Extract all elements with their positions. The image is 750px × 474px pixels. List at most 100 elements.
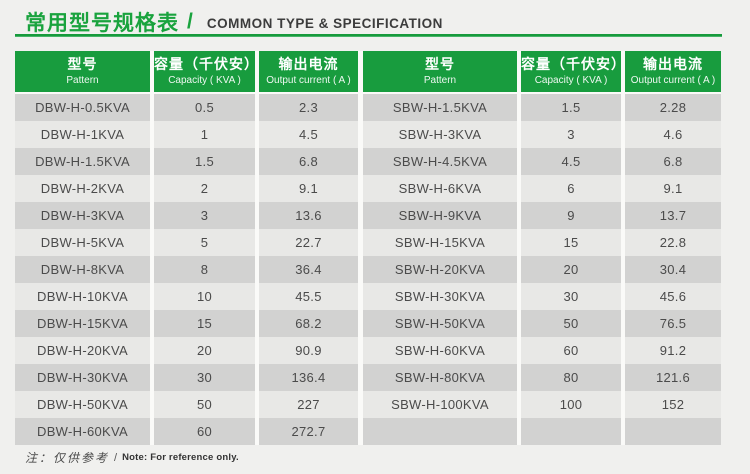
output-cell: 4.6 — [625, 121, 721, 148]
output-cell: 22.8 — [625, 229, 721, 256]
table-row — [363, 418, 721, 445]
capacity-cell: 8 — [154, 256, 255, 283]
output-cell: 6.8 — [259, 148, 358, 175]
capacity-cell: 30 — [154, 364, 255, 391]
header-capacity-zh: 容量（千伏安） — [154, 56, 259, 72]
header-pattern-zh: 型号 — [67, 56, 98, 72]
output-cell — [625, 418, 721, 445]
table-row: DBW-H-15KVA 15 68.2 — [15, 310, 358, 337]
output-cell: 45.6 — [625, 283, 721, 310]
capacity-cell: 20 — [521, 256, 621, 283]
pattern-cell: DBW-H-3KVA — [15, 202, 150, 229]
pattern-cell: SBW-H-20KVA — [363, 256, 517, 283]
pattern-cell: SBW-H-9KVA — [363, 202, 517, 229]
capacity-cell: 15 — [521, 229, 621, 256]
table-row: DBW-H-1.5KVA 1.5 6.8 — [15, 148, 358, 175]
page-title-english: COMMON TYPE & SPECIFICATION — [206, 16, 443, 31]
output-cell: 90.9 — [259, 337, 358, 364]
pattern-cell: DBW-H-8KVA — [15, 256, 150, 283]
header-capacity-en: Capacity ( KVA ) — [534, 74, 608, 86]
pattern-cell: DBW-H-0.5KVA — [15, 94, 150, 121]
page-title-chinese: 常用型号规格表 — [25, 12, 179, 35]
capacity-cell: 2 — [154, 175, 255, 202]
table-row: SBW-H-80KVA 80 121.6 — [363, 364, 721, 391]
table-row: SBW-H-6KVA 6 9.1 — [363, 175, 721, 202]
table-row: DBW-H-5KVA 5 22.7 — [15, 229, 358, 256]
pattern-cell: SBW-H-30KVA — [363, 283, 517, 310]
pattern-cell: DBW-H-1KVA — [15, 121, 150, 148]
table-row: SBW-H-20KVA 20 30.4 — [363, 256, 721, 283]
capacity-cell: 3 — [521, 121, 621, 148]
pattern-cell: SBW-H-4.5KVA — [363, 148, 517, 175]
table-row: SBW-H-100KVA 100 152 — [363, 391, 721, 418]
table-row: DBW-H-60KVA 60 272.7 — [15, 418, 358, 445]
page-title: 常用型号规格表 / COMMON TYPE & SPECIFICATION — [25, 7, 725, 37]
pattern-cell: SBW-H-50KVA — [363, 310, 517, 337]
output-cell: 9.1 — [259, 175, 358, 202]
output-cell: 36.4 — [259, 256, 358, 283]
output-cell: 272.7 — [259, 418, 358, 445]
output-cell: 22.7 — [259, 229, 358, 256]
header-output-zh: 输出电流 — [278, 56, 339, 72]
pattern-cell: DBW-H-15KVA — [15, 310, 150, 337]
pattern-cell: SBW-H-80KVA — [363, 364, 517, 391]
capacity-cell: 100 — [521, 391, 621, 418]
table-row: SBW-H-60KVA 60 91.2 — [363, 337, 721, 364]
footer-note-chinese: 注：仅供参考 — [25, 451, 110, 465]
output-cell: 9.1 — [625, 175, 721, 202]
output-cell: 2.28 — [625, 94, 721, 121]
output-cell: 68.2 — [259, 310, 358, 337]
capacity-cell: 1.5 — [521, 94, 621, 121]
capacity-cell: 60 — [154, 418, 255, 445]
table-row: SBW-H-9KVA 9 13.7 — [363, 202, 721, 229]
header-pattern-zh: 型号 — [425, 56, 455, 72]
table-row: SBW-H-4.5KVA 4.5 6.8 — [363, 148, 721, 175]
table-row: DBW-H-3KVA 3 13.6 — [15, 202, 358, 229]
table-row: DBW-H-0.5KVA 0.5 2.3 — [15, 94, 358, 121]
table-row: SBW-H-1.5KVA 1.5 2.28 — [363, 94, 721, 121]
title-slash-divider: / — [187, 10, 193, 33]
pattern-cell: DBW-H-5KVA — [15, 229, 150, 256]
header-output-zh: 输出电流 — [643, 56, 703, 72]
capacity-cell: 1.5 — [154, 148, 255, 175]
capacity-cell: 80 — [521, 364, 621, 391]
table-header-right: 型号 Pattern 容量（千伏安） Capacity ( KVA ) 输出电流… — [363, 51, 721, 92]
title-divider-line — [15, 34, 722, 37]
capacity-cell: 3 — [154, 202, 255, 229]
capacity-cell: 15 — [154, 310, 255, 337]
capacity-cell: 10 — [154, 283, 255, 310]
footer-note-english: Note: For reference only. — [122, 452, 239, 463]
output-cell: 6.8 — [625, 148, 721, 175]
header-output: 输出电流 Output current ( A ) — [625, 51, 721, 92]
capacity-cell: 4.5 — [521, 148, 621, 175]
capacity-cell: 20 — [154, 337, 255, 364]
pattern-cell — [363, 418, 517, 445]
capacity-cell: 6 — [521, 175, 621, 202]
output-cell: 4.5 — [259, 121, 358, 148]
header-capacity: 容量（千伏安） Capacity ( KVA ) — [521, 51, 626, 92]
output-cell: 91.2 — [625, 337, 721, 364]
output-cell: 30.4 — [625, 256, 721, 283]
header-capacity-zh: 容量（千伏安） — [521, 56, 626, 72]
output-cell: 2.3 — [259, 94, 358, 121]
header-capacity-en: Capacity ( KVA ) — [168, 74, 241, 86]
table-row: DBW-H-8KVA 8 36.4 — [15, 256, 358, 283]
table-header-left: 型号 Pattern 容量（千伏安） Capacity ( KVA ) 输出电流… — [15, 51, 358, 92]
pattern-cell: DBW-H-2KVA — [15, 175, 150, 202]
pattern-cell: SBW-H-1.5KVA — [363, 94, 517, 121]
capacity-cell: 30 — [521, 283, 621, 310]
output-cell: 121.6 — [625, 364, 721, 391]
output-cell: 76.5 — [625, 310, 721, 337]
pattern-cell: DBW-H-20KVA — [15, 337, 150, 364]
output-cell: 136.4 — [259, 364, 358, 391]
table-row: DBW-H-2KVA 2 9.1 — [15, 175, 358, 202]
table-row: SBW-H-30KVA 30 45.6 — [363, 283, 721, 310]
specification-table: 型号 Pattern 容量（千伏安） Capacity ( KVA ) 输出电流… — [15, 51, 721, 445]
capacity-cell: 50 — [521, 310, 621, 337]
pattern-cell: DBW-H-10KVA — [15, 283, 150, 310]
header-output-en: Output current ( A ) — [630, 74, 716, 86]
pattern-cell: SBW-H-3KVA — [363, 121, 517, 148]
header-output-en: Output current ( A ) — [266, 74, 351, 86]
capacity-cell: 0.5 — [154, 94, 255, 121]
table-row: DBW-H-30KVA 30 136.4 — [15, 364, 358, 391]
